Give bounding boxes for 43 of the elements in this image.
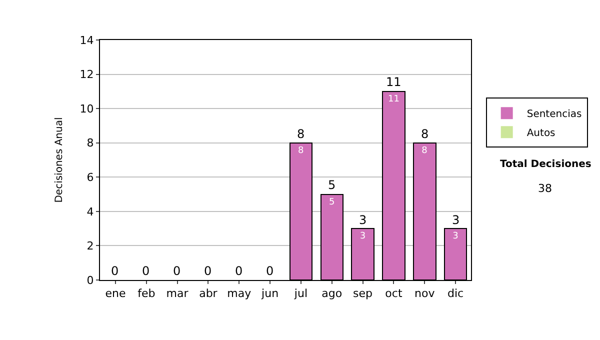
x-tick-label: ene	[105, 287, 126, 300]
legend-label: Sentencias	[526, 109, 582, 120]
y-tick-label: 0	[86, 274, 94, 287]
x-tick-label: oct	[385, 287, 403, 300]
x-tick-label: abr	[199, 287, 218, 300]
total-label: 0	[173, 264, 181, 278]
x-tick-label: may	[227, 287, 252, 300]
y-tick-label: 4	[86, 205, 94, 218]
x-tick-label: mar	[166, 287, 189, 300]
text: Total Decisiones	[500, 159, 592, 170]
total-label: 5	[328, 178, 336, 192]
y-tick-label: 8	[86, 136, 94, 150]
x-tick-label: feb	[138, 287, 156, 300]
y-tick-label: 10	[80, 102, 94, 116]
x-tick-label: sep	[353, 287, 373, 300]
x-tick-label: jul	[293, 287, 308, 300]
x-tick-label: jun	[260, 287, 279, 300]
y-tick-label: 12	[80, 68, 94, 82]
data-label: 3	[360, 232, 366, 242]
y-tick-label: 6	[86, 170, 94, 184]
text: 38	[538, 182, 552, 195]
y-tick-label: 14	[80, 34, 94, 47]
y-axis-title: Decisiones Anual	[54, 117, 65, 203]
total-label: 11	[386, 75, 402, 89]
x-tick-label: dic	[447, 287, 464, 300]
data-label: 11	[388, 94, 400, 104]
data-label: 8	[298, 146, 304, 156]
total-label: 8	[297, 127, 305, 141]
total-label: 0	[266, 264, 274, 278]
total-label: 0	[235, 264, 243, 278]
data-label: 3	[452, 232, 458, 242]
total-label: 3	[452, 213, 460, 227]
total-label: 8	[421, 127, 429, 141]
total-label: 0	[111, 264, 119, 278]
x-tick-label: nov	[414, 287, 436, 300]
total-label: 0	[142, 264, 150, 278]
x-tick-label: ago	[322, 287, 342, 300]
y-tick-label: 2	[86, 240, 94, 253]
data-label: 5	[329, 197, 335, 208]
legend-label: Autos	[526, 128, 556, 139]
total-label: 0	[204, 264, 212, 278]
total-label: 3	[359, 213, 367, 227]
data-label: 8	[422, 146, 428, 156]
